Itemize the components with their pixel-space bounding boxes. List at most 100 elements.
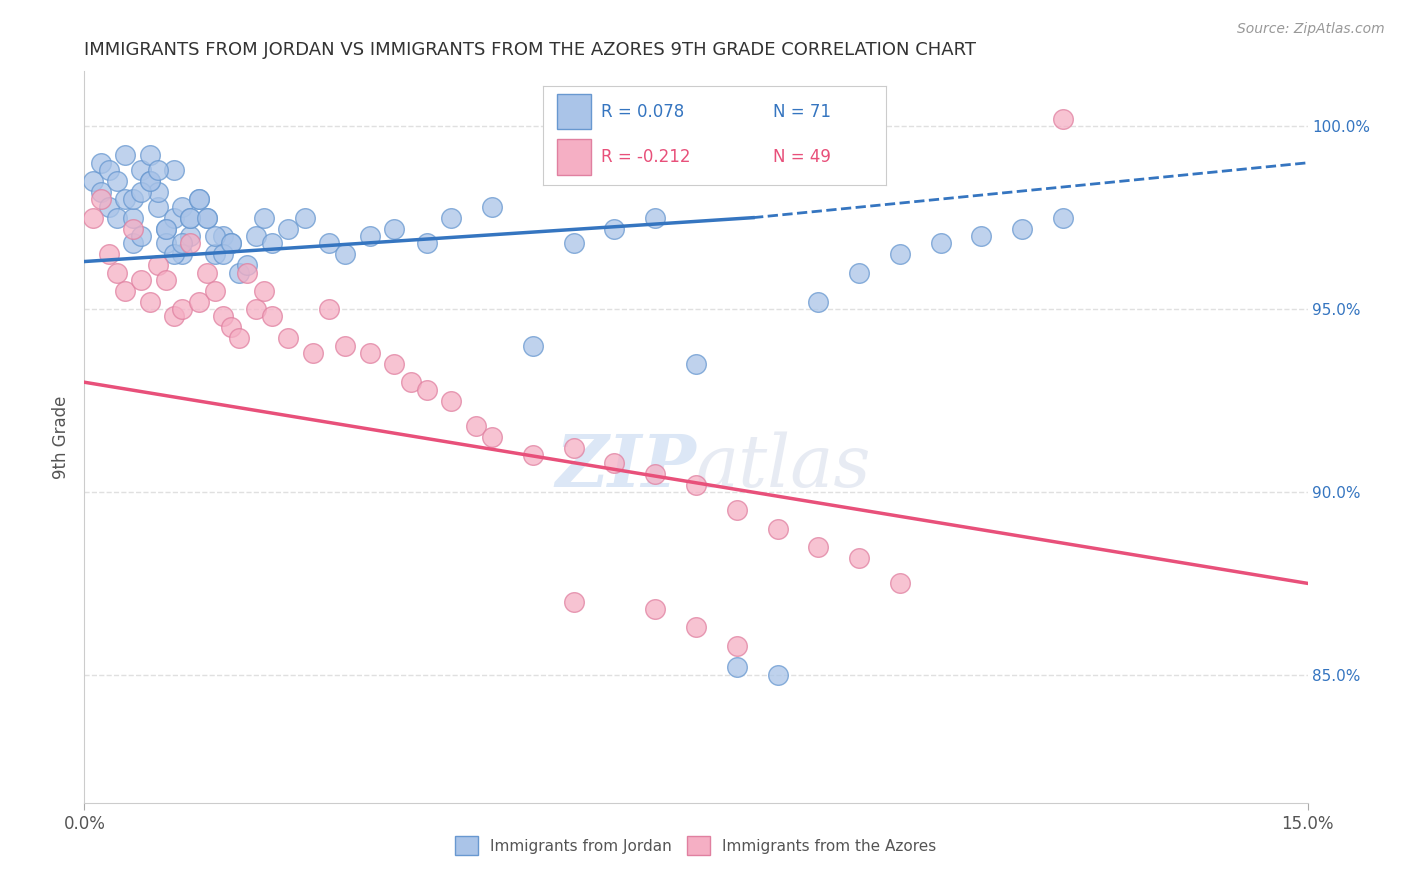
- Point: [562, 594, 585, 608]
- Point: [725, 639, 748, 653]
- Point: [172, 200, 194, 214]
- Point: [90, 155, 112, 169]
- Point: [236, 265, 259, 279]
- Point: [464, 419, 486, 434]
- Point: [163, 247, 186, 261]
- Point: [416, 236, 439, 251]
- Point: [131, 185, 153, 199]
- Point: [195, 211, 218, 225]
- Point: [807, 540, 830, 554]
- Point: [253, 211, 276, 225]
- Point: [277, 331, 299, 345]
- Y-axis label: 9th Grade: 9th Grade: [52, 395, 70, 479]
- Point: [644, 602, 666, 616]
- Point: [301, 346, 323, 360]
- Point: [195, 211, 218, 225]
- Point: [105, 211, 128, 225]
- Point: [138, 174, 160, 188]
- Point: [562, 236, 585, 251]
- Text: Source: ZipAtlas.com: Source: ZipAtlas.com: [1237, 22, 1385, 37]
- Point: [114, 193, 136, 207]
- Point: [155, 221, 177, 235]
- Point: [219, 236, 242, 251]
- Point: [522, 448, 544, 462]
- Point: [204, 247, 226, 261]
- Point: [318, 301, 340, 317]
- Point: [155, 236, 177, 251]
- Point: [766, 668, 789, 682]
- Point: [204, 228, 226, 243]
- Point: [212, 310, 235, 324]
- Point: [163, 211, 186, 225]
- Point: [440, 393, 463, 408]
- Point: [1052, 112, 1074, 126]
- Point: [399, 375, 422, 389]
- Point: [187, 193, 209, 207]
- Point: [359, 228, 381, 243]
- Text: ZIP: ZIP: [555, 431, 696, 502]
- Point: [277, 221, 299, 235]
- Point: [179, 236, 201, 251]
- Point: [82, 211, 104, 225]
- Point: [970, 228, 993, 243]
- Point: [131, 273, 153, 287]
- Point: [335, 339, 357, 353]
- Point: [155, 273, 177, 287]
- Point: [212, 247, 235, 261]
- Point: [848, 265, 870, 279]
- Point: [90, 193, 112, 207]
- Point: [179, 228, 201, 243]
- Point: [382, 221, 405, 235]
- Point: [603, 221, 626, 235]
- Point: [253, 284, 276, 298]
- Point: [97, 200, 120, 214]
- Point: [335, 247, 357, 261]
- Point: [146, 200, 169, 214]
- Point: [131, 228, 153, 243]
- Point: [236, 258, 259, 272]
- Point: [603, 456, 626, 470]
- Point: [848, 550, 870, 565]
- Point: [889, 576, 911, 591]
- Point: [294, 211, 316, 225]
- Point: [114, 284, 136, 298]
- Point: [889, 247, 911, 261]
- Point: [82, 174, 104, 188]
- Point: [187, 294, 209, 309]
- Point: [1011, 221, 1033, 235]
- Point: [122, 211, 145, 225]
- Point: [228, 265, 250, 279]
- Point: [146, 185, 169, 199]
- Point: [382, 357, 405, 371]
- Point: [1052, 211, 1074, 225]
- Point: [204, 284, 226, 298]
- Point: [260, 236, 283, 251]
- Point: [90, 185, 112, 199]
- Point: [163, 163, 186, 178]
- Point: [725, 503, 748, 517]
- Point: [179, 211, 201, 225]
- Point: [179, 211, 201, 225]
- Point: [644, 211, 666, 225]
- Point: [138, 294, 160, 309]
- Point: [172, 247, 194, 261]
- Text: atlas: atlas: [696, 431, 872, 501]
- Point: [562, 441, 585, 455]
- Point: [725, 660, 748, 674]
- Point: [195, 265, 218, 279]
- Point: [245, 301, 267, 317]
- Point: [146, 258, 169, 272]
- Point: [685, 477, 707, 491]
- Point: [155, 221, 177, 235]
- Point: [807, 294, 830, 309]
- Point: [122, 221, 145, 235]
- Point: [359, 346, 381, 360]
- Point: [766, 521, 789, 535]
- Point: [685, 620, 707, 634]
- Point: [318, 236, 340, 251]
- Point: [114, 148, 136, 162]
- Point: [416, 383, 439, 397]
- Point: [644, 467, 666, 481]
- Point: [929, 236, 952, 251]
- Point: [163, 310, 186, 324]
